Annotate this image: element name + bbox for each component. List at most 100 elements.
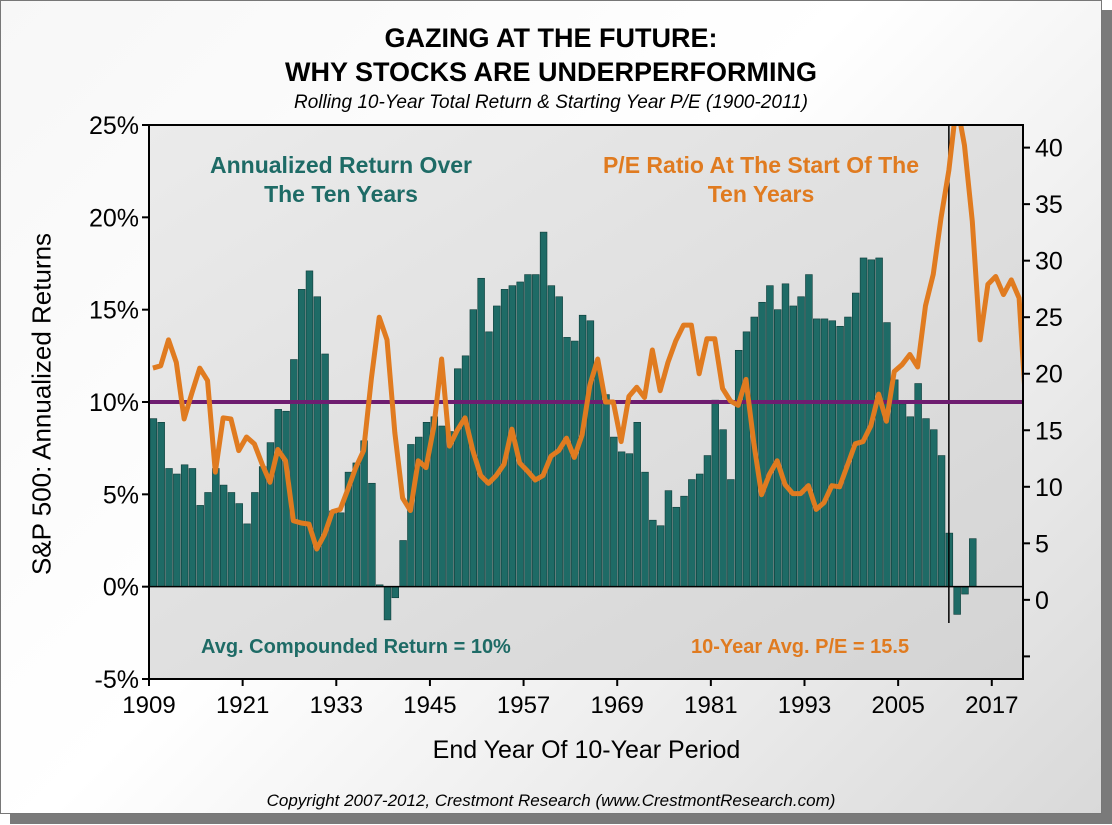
x-tick-label-2: 1933 xyxy=(310,692,363,719)
return-bar-1960 xyxy=(547,285,556,587)
return-bar-1964 xyxy=(578,314,587,587)
chart-frame: -5% 0% 5% 10% 15% 20% 25% 0 5 10 15 20 25 30 35 40 1909 1… xyxy=(0,0,1102,814)
return-bar-1935 xyxy=(352,462,360,587)
y2-tick-label-4: 20 xyxy=(1035,361,1063,389)
return-bar-1913 xyxy=(180,464,189,587)
return-bar-1946 xyxy=(438,425,446,587)
return-bar-1980 xyxy=(703,455,712,587)
pe-ratio-line xyxy=(152,125,1023,552)
return-bar-1910 xyxy=(157,422,165,587)
return-bar-1974 xyxy=(656,525,665,587)
chart-title-line1: GAZING AT THE FUTURE: xyxy=(384,23,718,53)
return-bar-1989 xyxy=(773,309,782,587)
return-bar-1988 xyxy=(766,285,774,587)
return-bar-1931 xyxy=(321,353,329,587)
avg-pe-label: 10-Year Avg. P/E = 15.5 xyxy=(691,636,910,658)
return-bar-1918 xyxy=(219,484,228,587)
return-bar-1951 xyxy=(477,277,485,587)
return-bar-1928 xyxy=(297,289,306,587)
return-bar-1914 xyxy=(188,468,197,587)
return-bar-1984 xyxy=(734,349,743,587)
y2-tick-label-7: 35 xyxy=(1035,191,1063,219)
return-bar-1987 xyxy=(758,301,766,587)
y-tick-label-1: 0% xyxy=(103,574,139,602)
y2-tick-label-1: 5 xyxy=(1035,530,1049,558)
return-bar-2003 xyxy=(883,322,891,587)
return-bar-1953 xyxy=(493,305,501,587)
x-tick-label-5: 1969 xyxy=(591,692,644,719)
x-tick-label-7: 1993 xyxy=(778,692,831,719)
y-tick-label-5: 20% xyxy=(89,204,139,232)
return-bar-1994 xyxy=(812,318,821,587)
return-bar-1956 xyxy=(516,281,524,587)
return-bar-1959 xyxy=(539,231,548,587)
return-bar-1971 xyxy=(633,422,641,587)
return-bar-1909 xyxy=(149,418,158,587)
return-bar-1916 xyxy=(204,492,212,587)
return-bar-2012 xyxy=(953,586,961,615)
chart-title-line2: WHY STOCKS ARE UNDERPERFORMING xyxy=(284,57,818,87)
return-bar-1954 xyxy=(500,289,509,587)
return-bar-1958 xyxy=(532,274,540,587)
return-bar-1992 xyxy=(797,296,805,587)
return-bar-2000 xyxy=(859,257,868,587)
return-bar-1912 xyxy=(173,473,181,587)
return-bar-1982 xyxy=(719,429,727,587)
y2-tick-label-3: 15 xyxy=(1035,417,1063,445)
return-bar-1947 xyxy=(446,431,454,587)
return-bar-1927 xyxy=(290,359,298,587)
y-tick-label-0: -5% xyxy=(95,666,139,694)
chart-subtitle: Rolling 10-Year Total Return & Starting … xyxy=(293,92,808,113)
return-bar-1970 xyxy=(625,453,634,587)
x-tick-label-0: 1909 xyxy=(122,692,175,719)
return-bar-1993 xyxy=(805,274,813,587)
return-bar-1917 xyxy=(212,468,220,587)
x-tick-label-8: 2005 xyxy=(871,692,924,719)
return-bar-2014 xyxy=(969,538,977,587)
return-bar-1990 xyxy=(781,283,790,587)
y2-tick-label-6: 30 xyxy=(1035,248,1063,276)
return-bar-1962 xyxy=(563,337,571,587)
return-bar-1967 xyxy=(602,394,610,587)
return-bar-2009 xyxy=(930,429,938,587)
y-tick-label-3: 10% xyxy=(89,389,139,417)
return-bar-1975 xyxy=(664,490,673,587)
y2-tick-label-5: 25 xyxy=(1035,304,1063,332)
return-bar-1949 xyxy=(461,355,470,587)
y-tick-label-6: 25% xyxy=(89,112,139,140)
return-bar-1969 xyxy=(617,451,626,587)
return-bar-1942 xyxy=(407,444,415,587)
y-tick-label-4: 15% xyxy=(89,297,139,325)
y2-tick-label-2: 10 xyxy=(1035,474,1063,502)
return-bar-1939 xyxy=(383,586,392,621)
return-bar-1915 xyxy=(196,505,204,587)
y-axis-label: S&P 500: Annualized Returns xyxy=(26,232,57,576)
return-bar-1957 xyxy=(524,274,532,587)
return-bar-2008 xyxy=(922,418,930,587)
return-bar-2010 xyxy=(937,455,946,587)
return-bar-1976 xyxy=(672,506,680,587)
x-tick-label-3: 1945 xyxy=(403,692,456,719)
return-bar-1977 xyxy=(680,495,688,587)
copyright-notice: Copyright 2007-2012, Crestmont Research … xyxy=(266,791,836,810)
return-bar-1933 xyxy=(336,512,345,587)
return-bar-1911 xyxy=(165,468,173,587)
return-bar-1997 xyxy=(836,325,844,587)
return-bar-1923 xyxy=(258,466,267,587)
x-axis-label: End Year Of 10-Year Period xyxy=(432,736,741,764)
returns-series-label: Annualized Return Over The Ten Years xyxy=(210,152,472,207)
x-tick-label-4: 1957 xyxy=(497,692,550,719)
y-tick-label-2: 5% xyxy=(103,481,139,509)
return-bar-1979 xyxy=(695,473,704,587)
return-bar-1941 xyxy=(399,540,407,587)
return-bar-1921 xyxy=(243,523,251,587)
return-bar-1996 xyxy=(828,320,837,587)
return-bar-1985 xyxy=(742,331,751,587)
return-bar-1925 xyxy=(274,409,282,587)
return-bar-2013 xyxy=(961,586,969,595)
return-bar-1972 xyxy=(641,471,649,587)
return-bar-2002 xyxy=(875,257,883,587)
return-bar-1940 xyxy=(391,586,400,599)
chart-svg: -5% 0% 5% 10% 15% 20% 25% 0 5 10 15 20 25 30 35 40 1909 1… xyxy=(89,112,1063,719)
x-tick-label-1: 1921 xyxy=(216,692,269,719)
